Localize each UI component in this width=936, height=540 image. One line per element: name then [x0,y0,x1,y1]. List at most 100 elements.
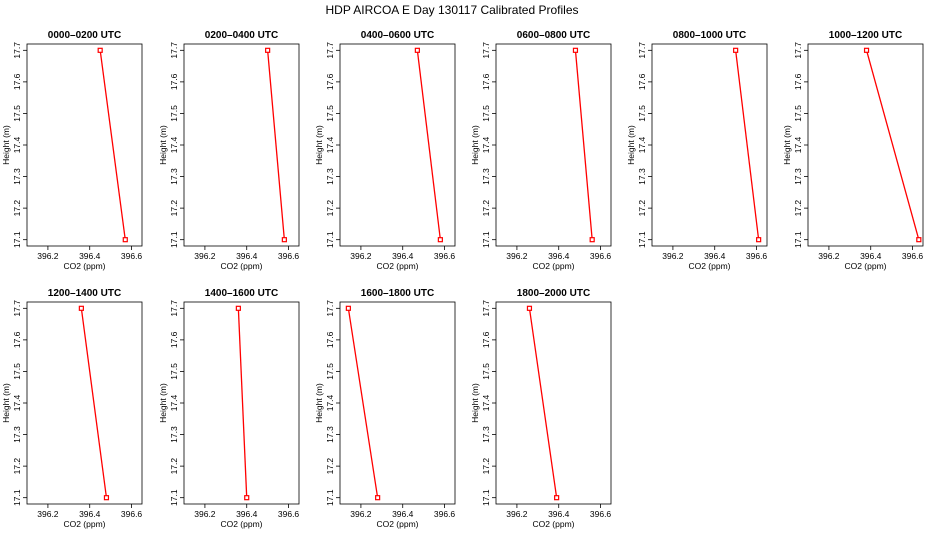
x-axis-label: CO2 (ppm) [220,519,262,529]
panel-0: 0000–0200 UTC 396.2 396.4 396.6 17.1 17.2 17.3… [1,30,142,271]
panel-6: 1200–1400 UTC 396.2 396.4 396.6 17.1 17.2 17.3… [1,288,142,529]
y-tick-label: 17.3 [325,426,335,443]
x-tick-label: 396.4 [392,509,414,519]
y-tick-label: 17.5 [481,105,491,122]
y-tick-label: 17.6 [637,73,647,90]
y-axis-label: Height (m) [314,125,324,165]
y-tick-label: 17.6 [481,73,491,90]
x-tick-label: 396.6 [746,251,768,261]
profile-line [99,50,126,240]
data-point [122,237,128,243]
y-axis-label: Height (m) [470,383,480,423]
plot-frame [26,43,143,247]
profile-line [416,50,442,240]
panel-9: 1800–2000 UTC 396.2 396.4 396.6 17.1 17.2 17.3… [470,288,611,529]
y-tick-label: 17.7 [12,300,22,317]
y-tick-label: 17.1 [12,489,22,506]
y-tick-label: 17.1 [12,231,22,248]
x-axis-label: CO2 (ppm) [220,261,262,271]
y-tick-label: 17.5 [12,363,22,380]
y-tick-label: 17.2 [637,200,647,217]
y-tick-label: 17.3 [169,168,179,185]
y-tick-label: 17.1 [169,231,179,248]
y-axis-label: Height (m) [158,125,168,165]
data-point [756,237,762,243]
y-axis-label: Height (m) [1,125,11,165]
x-tick-label: 396.2 [818,251,840,261]
panel-4: 0800–1000 UTC 396.2 396.4 396.6 17.1 17.2 17.3… [626,30,767,271]
y-tick-label: 17.2 [325,200,335,217]
panel-title: 1600–1800 UTC [361,288,434,299]
x-tick-label: 396.6 [590,251,612,261]
y-tick-label: 17.7 [325,300,335,317]
plot-frame [807,43,924,247]
x-axis-label: CO2 (ppm) [532,519,574,529]
y-tick-label: 17.1 [637,231,647,248]
y-axis-label: Height (m) [626,125,636,165]
y-tick-label: 17.3 [481,168,491,185]
y-tick-label: 17.3 [12,426,22,443]
data-point [863,47,870,53]
plot-frame [183,301,300,505]
panels-group: 0000–0200 UTC 396.2 396.4 396.6 17.1 17.2 17.3… [1,30,923,529]
x-tick-label: 396.4 [79,509,101,519]
y-tick-label: 17.6 [793,73,803,90]
panel-title: 0800–1000 UTC [673,30,746,41]
y-tick-label: 17.6 [169,331,179,348]
x-tick-label: 396.2 [37,509,59,519]
x-tick-label: 396.2 [506,251,528,261]
x-tick-label: 396.2 [662,251,684,261]
y-tick-label: 17.3 [793,168,803,185]
data-point [554,495,560,501]
panel-title: 1200–1400 UTC [48,288,121,299]
x-tick-label: 396.2 [350,509,372,519]
y-tick-label: 17.1 [481,489,491,506]
y-tick-label: 17.7 [793,42,803,59]
x-tick-label: 396.6 [590,509,612,519]
y-tick-label: 17.4 [637,136,647,153]
y-tick-label: 17.2 [793,200,803,217]
y-tick-label: 17.4 [325,136,335,153]
x-tick-label: 396.6 [278,251,300,261]
x-tick-label: 396.2 [350,251,372,261]
plot-frame [339,301,456,505]
x-tick-label: 396.2 [194,251,216,261]
profile-line [865,50,920,240]
y-tick-label: 17.5 [325,363,335,380]
x-tick-label: 396.6 [434,509,456,519]
x-axis-label: CO2 (ppm) [376,261,418,271]
y-axis-label: Height (m) [158,383,168,423]
y-tick-label: 17.4 [793,136,803,153]
y-tick-label: 17.7 [12,42,22,59]
panel-title: 0400–0600 UTC [361,30,434,41]
chart-title: HDP AIRCOA E Day 130117 Calibrated Profi… [325,3,578,17]
y-tick-label: 17.2 [481,458,491,475]
y-tick-label: 17.6 [169,73,179,90]
x-tick-label: 396.4 [548,251,570,261]
data-point [526,305,533,311]
data-point [916,237,922,243]
y-tick-label: 17.6 [325,73,335,90]
y-tick-label: 17.5 [637,105,647,122]
data-point [589,237,595,243]
data-point [103,495,110,501]
data-point [375,495,381,501]
y-axis-label: Height (m) [314,383,324,423]
y-tick-label: 17.2 [12,458,22,475]
x-tick-label: 396.6 [434,251,456,261]
y-tick-label: 17.4 [325,394,335,411]
profile-line [734,50,760,240]
x-tick-label: 396.4 [79,251,101,261]
y-axis-label: Height (m) [782,125,792,165]
x-tick-label: 396.4 [236,251,258,261]
data-point [265,47,271,53]
y-tick-label: 17.7 [169,42,179,59]
y-tick-label: 17.2 [169,200,179,217]
x-tick-label: 396.6 [902,251,924,261]
x-tick-label: 396.6 [121,251,143,261]
x-axis-label: CO2 (ppm) [63,519,105,529]
panel-2: 0400–0600 UTC 396.2 396.4 396.6 17.1 17.2 17.3… [314,30,455,271]
y-tick-label: 17.1 [325,489,335,506]
x-tick-label: 396.4 [860,251,882,261]
